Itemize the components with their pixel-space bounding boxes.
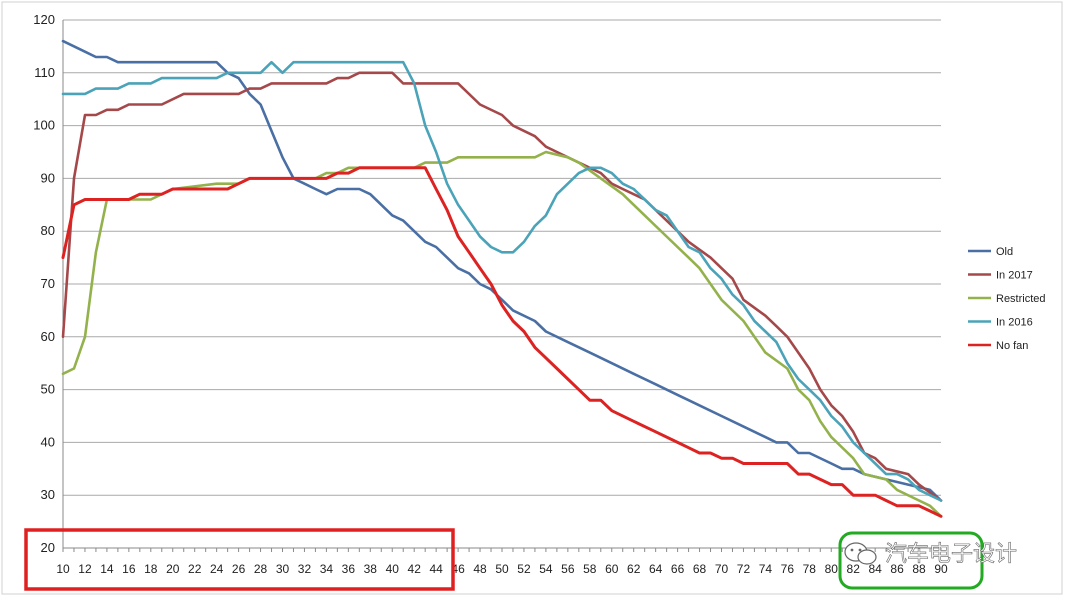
x-tick-14: 14 [100,562,114,576]
series-line-in-2017 [61,71,943,502]
x-tick-80: 80 [825,562,839,576]
x-tick-50: 50 [495,562,509,576]
series-line-in-2016 [61,60,943,502]
x-tick-58: 58 [583,562,597,576]
series-line-old [61,39,943,502]
x-tick-38: 38 [364,562,378,576]
series-line-no-fan [61,166,943,518]
x-tick-22: 22 [188,562,202,576]
wechat-icon [844,542,877,565]
legend-label-restricted: Restricted [996,293,1046,305]
x-tick-18: 18 [144,562,158,576]
x-tick-54: 54 [539,562,553,576]
gridlines [63,19,941,496]
legend-label-no-fan: No fan [996,340,1028,352]
red-highlight-box [24,528,455,591]
annotations [24,528,984,591]
y-tick-50: 50 [41,382,55,397]
axes [62,20,942,552]
y-tick-110: 110 [34,65,55,80]
x-tick-40: 40 [386,562,400,576]
x-tick-20: 20 [166,562,180,576]
x-tick-labels: 10 12 14 16 18 20 22 24 26 28 30 32 34 36 38 40 42 44 46 48… [56,562,948,576]
x-tick-68: 68 [693,562,707,576]
x-tick-24: 24 [210,562,224,576]
green-highlight-box [838,531,984,590]
x-tick-12: 12 [78,562,92,576]
x-tick-48: 48 [473,562,487,576]
legend-label-in-2017: In 2017 [996,270,1033,282]
series-lines [61,39,943,518]
y-tick-30: 30 [41,487,55,502]
watermark: 汽车电子设计 [844,542,1017,567]
x-tick-34: 34 [320,562,334,576]
x-tick-16: 16 [122,562,136,576]
x-tick-36: 36 [342,562,356,576]
x-tick-86: 86 [890,562,904,576]
legend-label-old: Old [996,246,1013,258]
y-tick-60: 60 [41,329,55,344]
watermark-text: 汽车电子设计 [885,542,1017,567]
y-tick-90: 90 [41,170,55,185]
y-tick-70: 70 [41,276,55,291]
x-tick-30: 30 [276,562,290,576]
y-tick-20: 20 [41,540,55,555]
x-tick-42: 42 [408,562,422,576]
x-tick-44: 44 [429,562,443,576]
x-tick-72: 72 [737,562,751,576]
y-tick-120: 120 [33,12,55,27]
legend-label-in-2016: In 2016 [996,317,1033,329]
x-tick-88: 88 [912,562,926,576]
x-tick-46: 46 [451,562,465,576]
x-tick-64: 64 [649,562,663,576]
x-tick-52: 52 [517,562,531,576]
x-tick-78: 78 [803,562,817,576]
legend: Old In 2017 Restricted In 2016 No fan [968,246,1046,352]
x-tick-28: 28 [254,562,268,576]
x-tick-26: 26 [232,562,246,576]
y-tick-100: 100 [33,118,55,133]
x-tick-70: 70 [715,562,729,576]
x-tick-90: 90 [934,562,948,576]
x-tick-82: 82 [847,562,861,576]
x-tick-76: 76 [781,562,795,576]
x-tick-66: 66 [671,562,685,576]
y-tick-40: 40 [41,434,55,449]
x-tick-32: 32 [298,562,312,576]
x-tick-62: 62 [627,562,641,576]
y-tick-labels: 20 30 40 50 60 70 80 90 100 110 120 [33,12,55,555]
x-tick-56: 56 [561,562,575,576]
y-tick-80: 80 [41,223,55,238]
x-tick-60: 60 [605,562,619,576]
x-tick-74: 74 [759,562,773,576]
x-tick-10: 10 [56,562,70,576]
x-tick-84: 84 [868,562,882,576]
